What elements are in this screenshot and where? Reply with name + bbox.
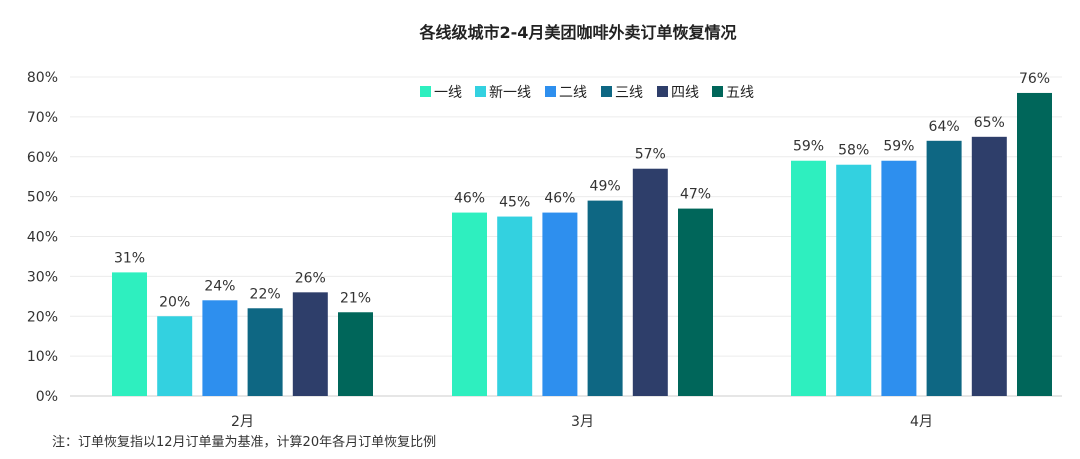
y-tick-label: 10% bbox=[27, 349, 58, 365]
data-label: 45% bbox=[499, 195, 530, 211]
data-label: 46% bbox=[454, 191, 485, 207]
bar bbox=[881, 160, 917, 396]
y-tick-label: 60% bbox=[27, 150, 58, 166]
legend-swatch bbox=[657, 86, 668, 97]
legend-label: 五线 bbox=[726, 85, 754, 101]
bar bbox=[338, 312, 373, 396]
legend-label: 一线 bbox=[434, 85, 462, 101]
data-label: 47% bbox=[680, 187, 711, 203]
bar bbox=[112, 272, 147, 396]
data-label: 21% bbox=[340, 290, 371, 306]
legend: 一线 新一线 二线 三线 四线 五线 bbox=[420, 85, 754, 101]
bar bbox=[971, 136, 1007, 396]
data-label: 64% bbox=[929, 119, 960, 135]
y-tick-label: 30% bbox=[27, 269, 58, 285]
bar bbox=[836, 164, 872, 396]
data-label: 22% bbox=[250, 286, 281, 302]
data-label: 65% bbox=[974, 115, 1005, 131]
legend-label: 二线 bbox=[559, 85, 587, 101]
x-category-label: 4月 bbox=[910, 414, 933, 430]
chart-title: 各线级城市2-4月美团咖啡外卖订单恢复情况 bbox=[419, 23, 737, 42]
legend-label: 三线 bbox=[615, 85, 643, 101]
y-tick-label: 40% bbox=[27, 230, 58, 246]
data-label: 59% bbox=[793, 139, 824, 155]
bar bbox=[791, 160, 826, 396]
data-labels: 31% 20% 24% 22% 26% 21% 46% 45% 46% 49% 57% 47% 59% 5… bbox=[114, 71, 1050, 310]
legend-swatch bbox=[601, 86, 612, 97]
bar bbox=[926, 140, 962, 396]
bars bbox=[112, 92, 1052, 396]
data-label: 49% bbox=[590, 179, 621, 195]
y-tick-label: 70% bbox=[27, 110, 58, 126]
y-tick-label: 20% bbox=[27, 309, 58, 325]
legend-swatch bbox=[545, 86, 556, 97]
bar bbox=[497, 216, 533, 396]
y-tick-label: 0% bbox=[36, 389, 58, 405]
data-label: 59% bbox=[883, 139, 914, 155]
y-tick-label: 50% bbox=[27, 190, 58, 206]
data-label: 31% bbox=[114, 250, 145, 266]
data-label: 24% bbox=[204, 278, 235, 294]
bar bbox=[587, 200, 623, 396]
bar bbox=[632, 168, 668, 396]
y-tick-label: 80% bbox=[27, 70, 58, 86]
legend-swatch bbox=[420, 86, 431, 97]
y-axis-ticks: 0% 10% 20% 30% 40% 50% 60% 70% 80% bbox=[27, 70, 58, 405]
bar bbox=[202, 300, 238, 396]
data-label: 57% bbox=[635, 147, 666, 163]
bar bbox=[157, 316, 193, 396]
x-axis-categories: 2月 3月 4月 bbox=[231, 414, 933, 430]
footnote: 注：订单恢复指以12月订单量为基准，计算20年各月订单恢复比例 bbox=[52, 435, 437, 450]
data-label: 46% bbox=[544, 191, 575, 207]
bar bbox=[1017, 92, 1052, 396]
bar bbox=[452, 212, 487, 396]
bar bbox=[247, 308, 283, 396]
x-category-label: 2月 bbox=[231, 414, 254, 430]
legend-label: 新一线 bbox=[489, 85, 531, 101]
data-label: 58% bbox=[838, 143, 869, 159]
x-category-label: 3月 bbox=[571, 414, 594, 430]
legend-label: 四线 bbox=[671, 85, 699, 101]
legend-swatch bbox=[475, 86, 486, 97]
data-label: 76% bbox=[1019, 71, 1050, 87]
data-label: 26% bbox=[295, 270, 326, 286]
bar bbox=[542, 212, 578, 396]
data-label: 20% bbox=[159, 294, 190, 310]
legend-swatch bbox=[712, 86, 723, 97]
bar bbox=[292, 292, 328, 396]
bar bbox=[678, 208, 713, 396]
